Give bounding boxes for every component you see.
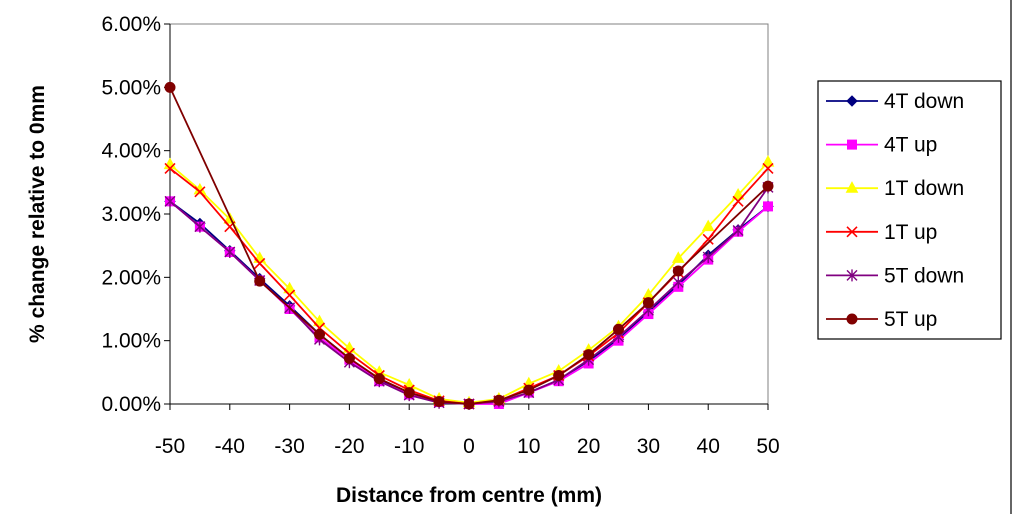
x-tick-label: -20 bbox=[334, 435, 364, 458]
data-point bbox=[761, 155, 775, 167]
data-point bbox=[762, 162, 774, 174]
data-point bbox=[702, 251, 714, 264]
legend-label: 5T up bbox=[884, 308, 937, 331]
data-point bbox=[313, 314, 326, 327]
legend-label: 4T down bbox=[884, 90, 964, 113]
x-axis: -50 -40 -30 -20 -10 0 10 20 30 40 50 bbox=[155, 403, 780, 458]
legend-marker bbox=[846, 313, 858, 325]
data-point bbox=[732, 224, 744, 237]
legend-item: 4T up bbox=[826, 134, 937, 157]
data-point bbox=[164, 162, 176, 174]
data-point bbox=[701, 219, 715, 232]
x-tick-label: -50 bbox=[155, 435, 185, 458]
data-point bbox=[194, 186, 206, 198]
data-point bbox=[164, 195, 176, 208]
legend-label: 5T down bbox=[884, 264, 964, 287]
data-point bbox=[672, 276, 684, 289]
x-tick-label: 20 bbox=[577, 435, 600, 458]
data-point bbox=[553, 370, 565, 381]
y-axis-title: % change relative to 0mm bbox=[26, 85, 49, 343]
data-point bbox=[732, 195, 744, 207]
data-point bbox=[403, 387, 415, 399]
legend-label: 1T down bbox=[884, 177, 964, 200]
y-tick-label: 6.00% bbox=[101, 13, 161, 36]
x-tick-label: 40 bbox=[697, 435, 720, 458]
data-point bbox=[224, 246, 236, 258]
legend-marker bbox=[846, 269, 858, 282]
legend-item: 5T down bbox=[826, 264, 964, 287]
data-point bbox=[583, 349, 595, 361]
data-point bbox=[642, 297, 654, 309]
legend-item: 5T up bbox=[826, 308, 937, 331]
series-line bbox=[169, 86, 769, 405]
data-point bbox=[523, 384, 535, 396]
x-axis-title: Distance from centre (mm) bbox=[336, 484, 602, 507]
data-point bbox=[433, 395, 445, 407]
y-tick-label: 1.00% bbox=[101, 330, 161, 353]
x-tick-label: 10 bbox=[517, 435, 540, 458]
series-5t-up bbox=[164, 81, 774, 410]
legend-marker bbox=[846, 226, 858, 238]
x-tick-label: -10 bbox=[394, 435, 424, 458]
data-point bbox=[373, 373, 385, 385]
y-tick-label: 5.00% bbox=[101, 76, 161, 99]
x-tick-label: -30 bbox=[274, 435, 304, 458]
series-lines bbox=[163, 81, 775, 410]
data-point bbox=[731, 187, 745, 200]
data-point bbox=[762, 180, 774, 192]
x-tick-label: 50 bbox=[756, 435, 779, 458]
data-point bbox=[254, 257, 266, 269]
data-point bbox=[283, 281, 296, 294]
y-axis: 0.00% 1.00% 2.00% 3.00% 4.00% 5.00% 6.00% bbox=[101, 13, 171, 416]
x-tick-label: 0 bbox=[463, 435, 475, 458]
x-tick-label: -40 bbox=[215, 435, 245, 458]
legend-box bbox=[817, 80, 1002, 340]
legend-item: 4T down bbox=[826, 90, 964, 113]
data-point bbox=[284, 289, 296, 301]
y-tick-label: 3.00% bbox=[101, 203, 161, 226]
y-tick-label: 2.00% bbox=[101, 266, 161, 289]
y-tick-label: 4.00% bbox=[101, 140, 161, 163]
data-point bbox=[194, 220, 206, 233]
data-point bbox=[763, 201, 773, 212]
legend-marker bbox=[845, 181, 859, 193]
data-point bbox=[671, 251, 685, 263]
data-point bbox=[164, 81, 176, 93]
data-point bbox=[702, 233, 714, 245]
legend-label: 1T up bbox=[884, 221, 937, 244]
data-point bbox=[254, 275, 266, 287]
legend-marker bbox=[846, 95, 858, 107]
legend-item: 1T up bbox=[826, 221, 937, 244]
data-point bbox=[314, 328, 325, 340]
legend: 4T down 4T up 1T down 1T up 5T down 5T up bbox=[826, 90, 964, 331]
legend-marker bbox=[847, 139, 857, 150]
data-point bbox=[343, 352, 355, 364]
plot-area bbox=[169, 23, 769, 405]
data-point bbox=[463, 398, 475, 410]
x-tick-label: 30 bbox=[637, 435, 660, 458]
data-point bbox=[672, 265, 684, 277]
legend-label: 4T up bbox=[884, 134, 937, 157]
legend-item: 1T down bbox=[826, 177, 964, 200]
data-point bbox=[613, 323, 624, 335]
y-tick-label: 0.00% bbox=[101, 393, 161, 416]
data-point bbox=[493, 394, 505, 406]
